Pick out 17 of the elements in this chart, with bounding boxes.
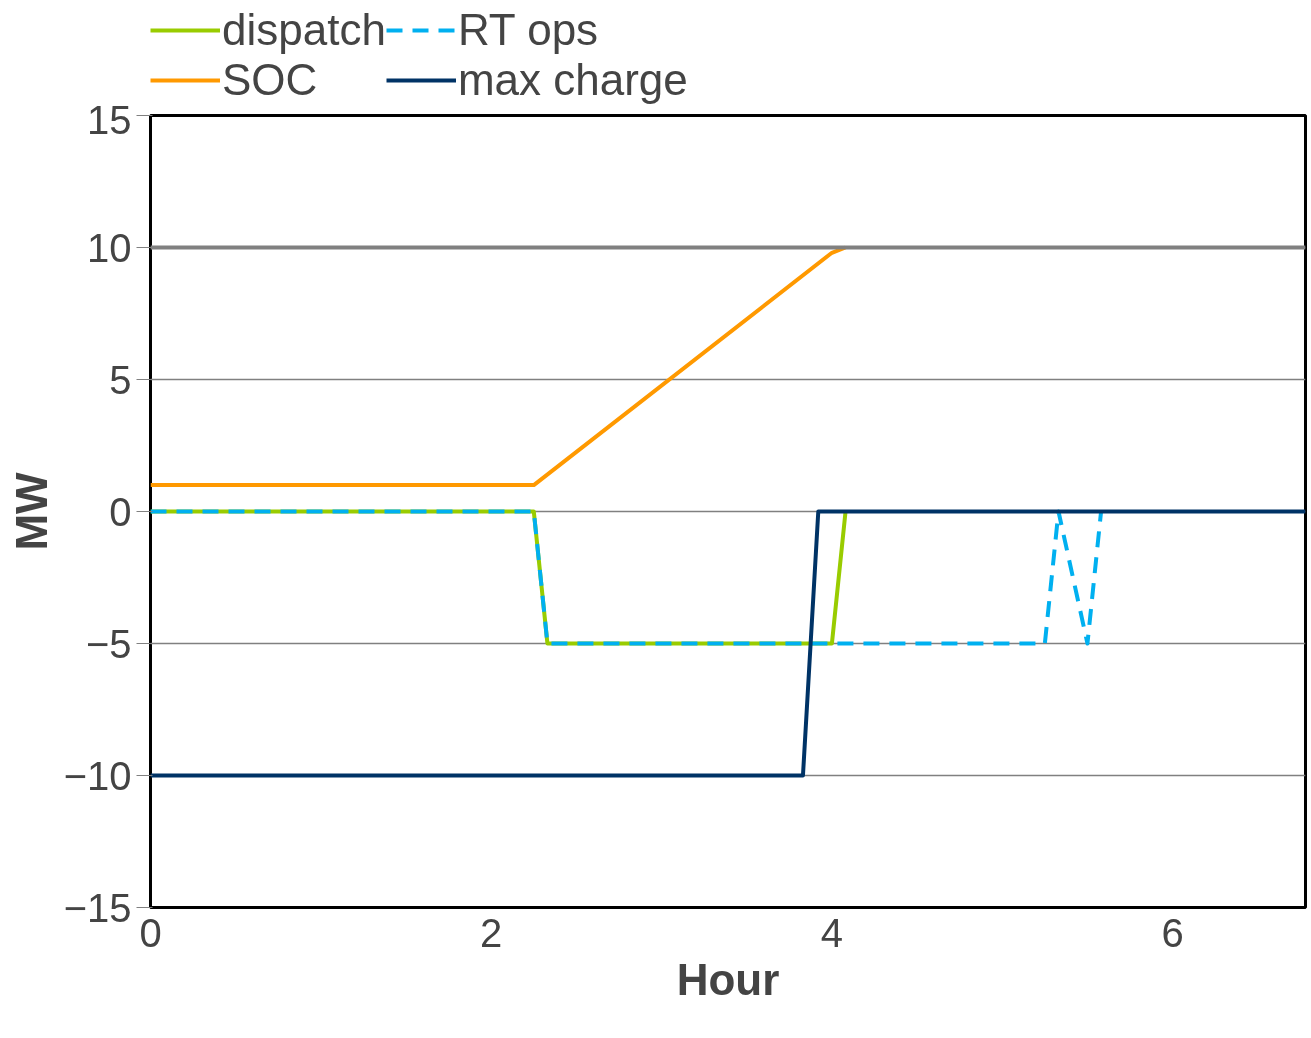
- y-tick-label: 10: [87, 225, 132, 270]
- x-tick-label: 4: [820, 910, 844, 955]
- x-tick-label: 6: [1161, 910, 1184, 955]
- y-tick-label: −10: [63, 753, 132, 798]
- y-tick-label: 0: [109, 489, 132, 534]
- legend-label: SOC: [222, 55, 318, 105]
- x-axis-title: Hour: [676, 954, 780, 1004]
- y-tick-label: −15: [63, 885, 132, 930]
- legend-label: RT ops: [457, 5, 599, 55]
- y-tick-label: 15: [87, 97, 132, 142]
- y-tick-label: 5: [109, 357, 132, 402]
- y-tick-label: −5: [85, 621, 132, 666]
- x-tick-label: 0: [139, 910, 162, 955]
- y-axis-title: MW: [6, 471, 56, 551]
- legend-label: max charge: [457, 55, 688, 105]
- x-tick-label: 2: [480, 910, 503, 955]
- legend-label: dispatch: [222, 5, 386, 55]
